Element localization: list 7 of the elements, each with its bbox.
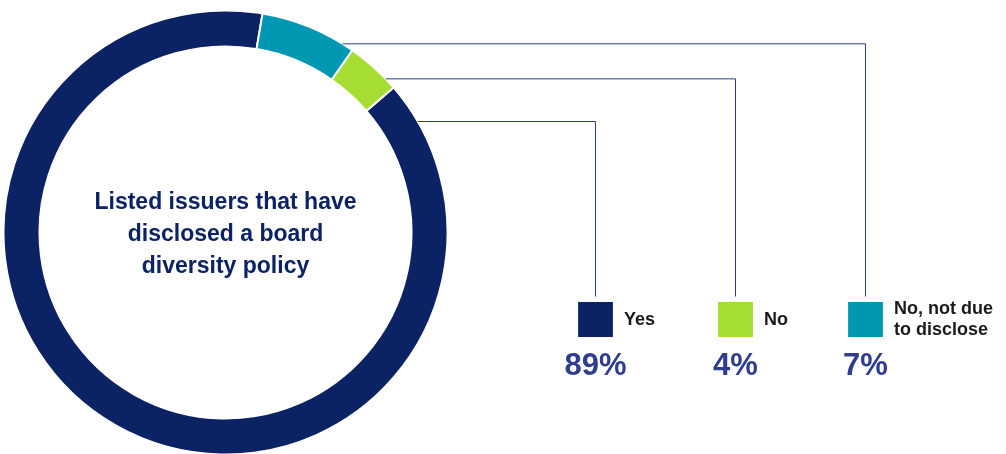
text: Listed issuers that have disclosed a board diversity policy	[94, 187, 357, 278]
data-label: 89%	[564, 347, 627, 382]
data-label: 4%	[713, 347, 758, 382]
legend-label: No	[764, 308, 788, 330]
legend-label: Yes	[624, 308, 656, 330]
legend-label: No, not due to disclose	[894, 298, 993, 340]
data-label: 7%	[843, 347, 888, 382]
